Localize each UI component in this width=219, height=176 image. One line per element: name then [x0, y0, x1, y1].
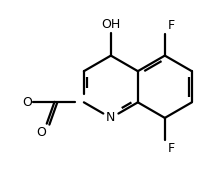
Text: OH: OH	[101, 18, 120, 31]
Text: O: O	[36, 126, 46, 139]
Text: O: O	[22, 96, 32, 109]
Text: N: N	[106, 111, 116, 124]
Text: F: F	[167, 19, 175, 32]
Text: F: F	[167, 142, 175, 155]
